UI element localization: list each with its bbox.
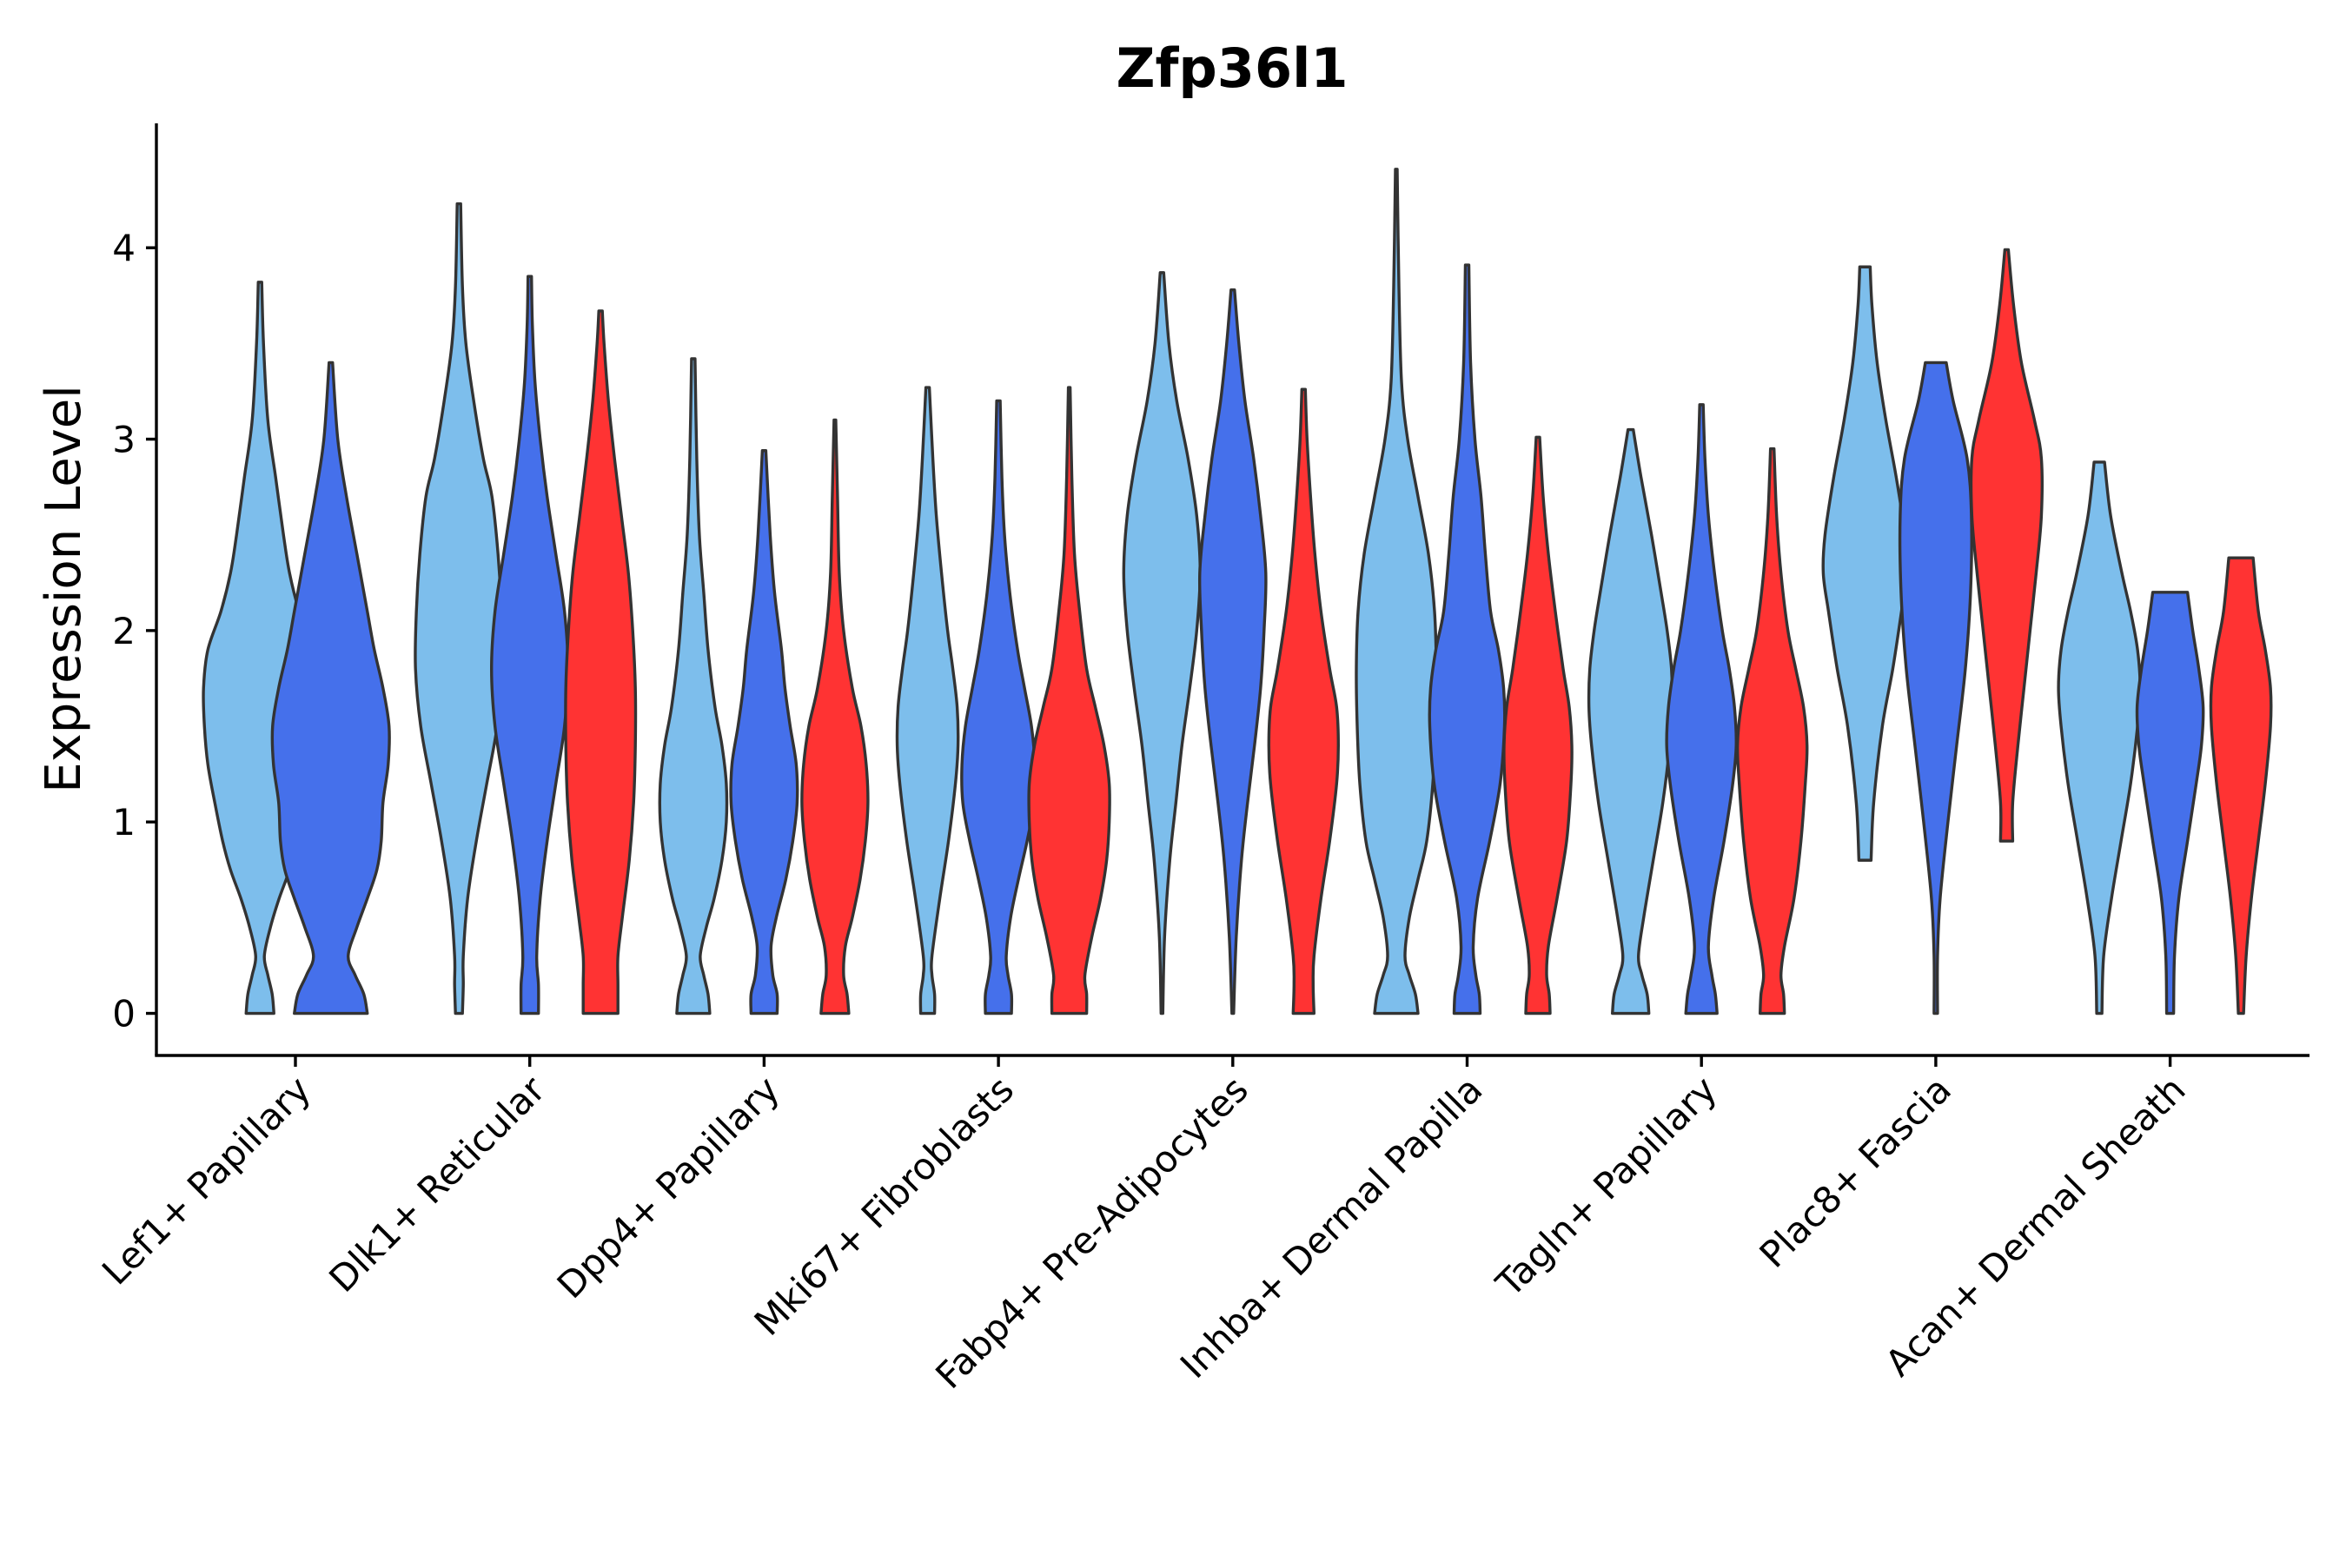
violin-plac8-fascia-group-3 — [1969, 248, 2044, 843]
violin-inhba-dermal-papilla-group-2 — [1428, 263, 1507, 1016]
violin-acan-dermal-sheath-group-1 — [2057, 460, 2142, 1016]
violin-plac8-fascia-group-1 — [1821, 265, 1909, 862]
violin-inhba-dermal-papilla-group-1 — [1355, 168, 1438, 1016]
x-tick-label-dpp4-papillary: Dpp4+ Papillary — [549, 1068, 788, 1307]
violin-acan-dermal-sheath-group-3 — [2209, 556, 2273, 1016]
violin-fabp4-pre-adipocytes-group-2 — [1197, 288, 1268, 1016]
violin-dlk1-reticular-group-3 — [564, 309, 638, 1016]
x-tick-label-tagln-papillary: Tagln+ Papillary — [1488, 1068, 1725, 1305]
x-tick-label-plac8-fascia: Plac8+ Fascia — [1752, 1068, 1959, 1275]
violin-dpp4-papillary-group-2 — [729, 449, 799, 1016]
y-tick-label: 3 — [112, 419, 136, 461]
violin-dpp4-papillary-group-3 — [800, 418, 870, 1016]
violin-fabp4-pre-adipocytes-group-1 — [1122, 271, 1202, 1016]
violin-lef1-papillary-group-2 — [270, 361, 391, 1016]
violin-dlk1-reticular-group-2 — [490, 275, 570, 1016]
violin-acan-dermal-sheath-group-2 — [2135, 591, 2205, 1016]
x-tick-label-mki67-fibroblasts: Mki67+ Fibroblasts — [746, 1068, 1022, 1343]
y-tick-label: 4 — [112, 227, 136, 269]
violin-inhba-dermal-papilla-group-3 — [1502, 435, 1574, 1016]
violins-layer — [202, 168, 2273, 1016]
x-tick-label-lef1-papillary: Lef1+ Papillary — [94, 1068, 319, 1293]
violin-plac8-fascia-group-2 — [1898, 361, 1973, 1016]
violin-tagln-papillary-group-1 — [1587, 427, 1674, 1016]
y-ticks: 0 1 2 3 4 — [112, 227, 156, 1035]
violin-dpp4-papillary-group-1 — [658, 357, 729, 1016]
chart-title: Zfp36l1 — [1117, 36, 1349, 100]
violin-dlk1-reticular-group-1 — [414, 202, 505, 1016]
y-axis-label: Expression Level — [36, 385, 92, 793]
violin-mki67-fibroblasts-group-3 — [1027, 386, 1111, 1016]
violin-mki67-fibroblasts-group-2 — [960, 399, 1037, 1016]
violin-fabp4-pre-adipocytes-group-3 — [1267, 387, 1340, 1016]
y-tick-label: 0 — [112, 993, 136, 1035]
violin-tagln-papillary-group-3 — [1735, 447, 1809, 1016]
violin-tagln-papillary-group-2 — [1665, 403, 1738, 1016]
x-tick-label-dlk1-reticular: Dlk1+ Reticular — [321, 1068, 553, 1300]
violin-mki67-fibroblasts-group-1 — [895, 386, 960, 1016]
y-tick-label: 2 — [112, 610, 136, 652]
y-tick-label: 1 — [112, 801, 136, 844]
